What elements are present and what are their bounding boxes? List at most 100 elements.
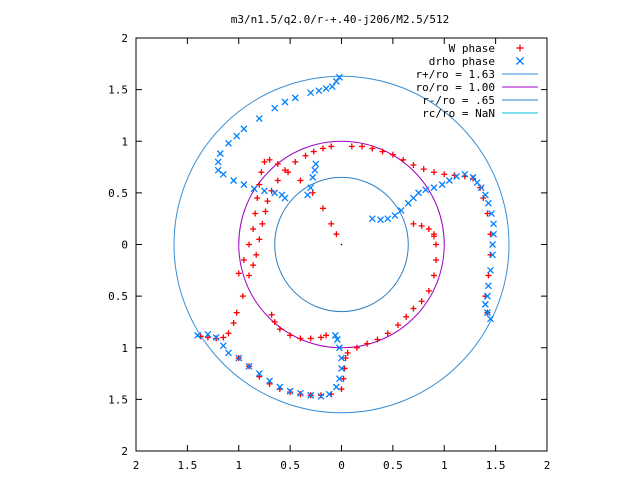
w-phase-point	[262, 208, 269, 215]
y-tick-label: 1	[121, 135, 128, 148]
drho-phase-point	[404, 199, 412, 207]
drho-phase-point	[271, 104, 279, 112]
drho-phase-point	[307, 184, 315, 192]
w-phase-point	[342, 355, 349, 362]
w-phase-point	[341, 365, 348, 372]
reference-circle	[173, 75, 510, 414]
w-phase-point	[487, 231, 494, 238]
drho-phase-point	[286, 387, 294, 395]
w-phase-point	[320, 145, 327, 152]
drho-phase-point	[328, 83, 336, 90]
y-tick-label: 1.5	[108, 393, 128, 406]
w-phase-point	[485, 272, 492, 279]
w-phase-point	[307, 335, 314, 342]
drho-phase-point	[311, 166, 319, 174]
w-phase-point	[256, 181, 263, 188]
w-phase-point	[302, 152, 309, 159]
drho-phase-point	[484, 199, 492, 207]
drho-phase-point	[230, 177, 238, 184]
legend-label: r-/ro = .65	[422, 94, 495, 107]
legend-label: ro/ro = 1.00	[416, 81, 495, 94]
x-tick-label: 0.5	[280, 459, 300, 472]
w-phase-point	[430, 169, 437, 176]
drho-phase-point	[307, 391, 315, 399]
w-phase-point	[266, 380, 273, 387]
w-phase-point	[281, 167, 288, 174]
drho-phase-point	[332, 383, 340, 391]
w-phase-point	[239, 293, 246, 300]
x-tick-label: 0.5	[383, 459, 403, 472]
drho-phase-point	[325, 390, 333, 398]
w-phase-point	[338, 386, 345, 393]
w-phase-point	[344, 349, 351, 356]
w-phase-point	[297, 391, 304, 398]
reference-circle	[238, 140, 445, 349]
w-phase-point	[364, 340, 371, 347]
w-phase-point	[477, 184, 484, 191]
w-phase-point	[430, 272, 437, 279]
data-points	[194, 73, 498, 400]
drho-phase-point	[489, 241, 497, 248]
drho-phase-point	[397, 206, 405, 214]
w-phase-point	[250, 226, 257, 233]
w-phase-point	[213, 335, 220, 342]
drho-phase-point	[338, 364, 345, 372]
drho-phase-point	[276, 383, 284, 391]
y-tick-label: 1.5	[108, 84, 128, 97]
w-phase-point	[317, 392, 324, 399]
w-phase-point	[240, 256, 247, 263]
legend-marker	[516, 57, 524, 65]
drho-phase-point	[332, 77, 340, 85]
w-phase-point	[261, 158, 268, 165]
drho-phase-point	[240, 181, 248, 189]
drho-phase-point	[225, 139, 232, 147]
drho-phase-point	[271, 189, 279, 197]
y-tick-label: 0.5	[108, 187, 128, 200]
y-tick-label: 0.5	[108, 290, 128, 303]
drho-phase-point	[384, 215, 392, 223]
drho-phase-point	[489, 251, 497, 259]
w-phase-point	[287, 389, 294, 396]
drho-phase-point	[333, 336, 341, 343]
w-phase-point	[430, 233, 437, 240]
w-phase-point	[384, 330, 391, 337]
drho-phase-point	[461, 170, 469, 178]
drho-phase-point	[219, 342, 227, 350]
drho-phase-point	[481, 191, 489, 199]
drho-phase-point	[430, 184, 438, 192]
w-phase-point	[359, 143, 366, 150]
x-tick-label: 1	[441, 459, 448, 472]
drho-phase-point	[219, 170, 227, 178]
drho-phase-point	[481, 300, 489, 308]
w-phase-point	[230, 319, 237, 326]
w-phase-point	[253, 251, 260, 258]
drho-phase-point	[216, 150, 224, 158]
w-phase-point	[246, 272, 253, 279]
drho-phase-point	[317, 392, 325, 400]
x-tick-label: 0	[338, 459, 345, 472]
w-phase-point	[254, 195, 261, 202]
w-phase-point	[225, 330, 232, 337]
drho-phase-point	[250, 185, 258, 193]
drho-phase-point	[368, 215, 376, 223]
w-phase-point	[418, 298, 425, 305]
drho-phase-point	[281, 98, 289, 106]
drho-phase-point	[214, 158, 222, 166]
drho-phase-point	[477, 184, 485, 192]
w-phase-point	[480, 195, 487, 202]
drho-phase-point	[233, 132, 241, 140]
drho-phase-point	[487, 315, 494, 323]
drho-phase-point	[335, 344, 343, 352]
w-phase-point	[292, 158, 299, 165]
y-tick-label: 2	[121, 32, 128, 45]
w-phase-point	[309, 189, 316, 196]
drho-phase-point	[473, 179, 481, 187]
y-tick-label: 1	[121, 342, 128, 355]
w-phase-point	[484, 210, 491, 217]
legend-label: W phase	[449, 42, 495, 55]
x-tick-label: 1	[235, 459, 242, 472]
w-phase-point	[369, 145, 376, 152]
w-phase-point	[425, 287, 432, 294]
drho-phase-point	[291, 94, 299, 102]
